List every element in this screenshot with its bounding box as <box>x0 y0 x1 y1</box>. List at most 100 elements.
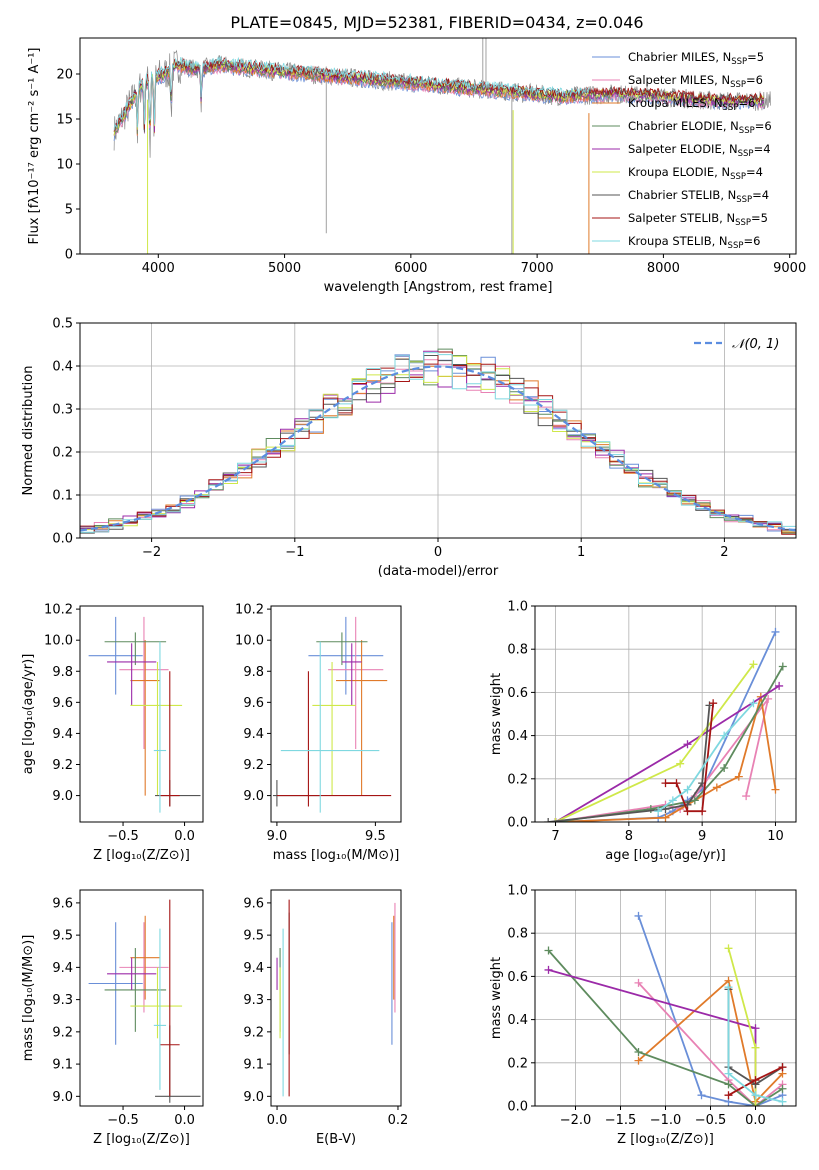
legend-label-chabrier-stelib: Chabrier STELIB, NSSP=4 <box>628 188 769 205</box>
y-tick-label: 9.8 <box>52 665 73 680</box>
y-tick-label: 0.0 <box>507 816 528 831</box>
model-line-salpeter-stelib <box>113 57 765 132</box>
errorbar-kroupa-stelib <box>153 928 167 1090</box>
x-tick-label: −0.5 <box>107 829 139 844</box>
errorbar-kroupa-elodie <box>312 661 356 796</box>
panel-mass-age: 9.0 9.5 9.0 9.2 9.4 9.6 9.8 10.0 10.2 mass [log₁₀… <box>235 603 402 863</box>
x-tick-label: 9 <box>698 829 706 844</box>
y-tick-label: 1.0 <box>507 884 528 899</box>
weight-marker-salpeter-elodie <box>775 681 784 690</box>
x-axis-label: age [log₁₀(age/yr)] <box>605 848 726 863</box>
errorbar-kroupa-elodie <box>130 661 183 796</box>
x-tick-label: 9000 <box>773 261 806 276</box>
errorbar-chabrier-stelib <box>155 1025 201 1103</box>
y-axis-label: mass weight <box>489 957 504 1039</box>
y-axis-label: Normed distribution <box>21 366 36 496</box>
y-tick-label: 15 <box>56 113 73 128</box>
y-tick-label: 9.4 <box>243 727 264 742</box>
y-tick-label: 9.6 <box>52 696 73 711</box>
legend-label-chabrier-miles: Chabrier MILES, NSSP=5 <box>628 50 764 67</box>
weight-marker-salpeter-stelib <box>724 1091 733 1100</box>
x-axis-label: mass [log₁₀(M/M⊙)] <box>273 848 400 863</box>
panel-z-age: −0.5 0.0 9.0 9.2 9.4 9.6 9.8 10.0 10.2 Z [log₁₀(Z… <box>21 603 204 863</box>
legend-label-salpeter-elodie: Salpeter ELODIE, NSSP=4 <box>628 142 771 159</box>
legend-label-salpeter-stelib: Salpeter STELIB, NSSP=5 <box>628 211 768 228</box>
y-axis-label: mass [log₁₀(M/M⊙)] <box>21 935 36 1062</box>
panel-weight-z: −2.0 −1.5 −1.0 −0.5 0.0 0.0 0.2 0.4 0.6 0.8 1.0 Z [… <box>489 884 797 1147</box>
weight-marker-kroupa-elodie <box>676 759 685 768</box>
weight-marker-kroupa-stelib <box>749 699 758 708</box>
axes-frame <box>534 889 797 1107</box>
errorbar-kroupa-elodie <box>130 967 183 1039</box>
plot-area <box>88 616 201 813</box>
y-tick-label: 0.8 <box>507 643 528 658</box>
x-axis-label: (data-model)/error <box>378 564 499 579</box>
weight-line-chabrier-miles <box>555 631 777 822</box>
axes-frame <box>270 605 402 823</box>
spectrum-legend: Chabrier MILES, NSSP=5 Salpeter MILES, NS… <box>592 50 772 251</box>
panel-spectrum: 4000 5000 6000 7000 8000 9000 0 5 10 15 20 waveleng… <box>27 37 806 295</box>
x-tick-label: −2 <box>142 545 161 560</box>
y-axis-label: age [log₁₀(age/yr)] <box>21 654 36 775</box>
weight-marker-chabrier-elodie <box>646 805 655 814</box>
x-axis-label: Z [log₁₀(Z/Z⊙)] <box>617 1132 714 1147</box>
weight-marker-salpeter-stelib <box>698 807 707 816</box>
weight-line-kroupa-stelib <box>657 702 755 812</box>
errorbar-chabrier-miles <box>88 616 143 695</box>
y-tick-label: 20 <box>56 68 73 83</box>
x-axis-label: Z [log₁₀(Z/Z⊙)] <box>93 1132 190 1147</box>
weight-marker-kroupa-stelib <box>724 983 733 992</box>
errorbar-chabrier-elodie <box>316 632 368 666</box>
axes-frame <box>534 605 797 823</box>
errorbar-salpeter-stelib <box>159 899 180 1097</box>
errorbar-kroupa-stelib <box>280 641 380 813</box>
x-tick-label: 10 <box>767 829 784 844</box>
weight-marker-kroupa-miles <box>661 813 670 822</box>
weight-marker-salpeter-stelib <box>751 1076 760 1085</box>
weight-marker-chabrier-elodie <box>634 1048 643 1056</box>
panel-residuals: −2 −1 0 1 2 0.0 0.1 0.2 0.3 0.4 0.5 (data-model)/er… <box>21 317 797 579</box>
y-tick-label: 10 <box>56 158 73 173</box>
weight-marker-kroupa-miles <box>634 1056 643 1065</box>
y-tick-label: 9.0 <box>52 789 73 804</box>
x-tick-label: −1 <box>285 545 304 560</box>
y-tick-label: 9.5 <box>52 929 73 944</box>
x-axis-label: wavelength [Angstrom, rest frame] <box>324 280 553 295</box>
weight-marker-kroupa-miles <box>712 783 721 792</box>
legend-label-chabrier-elodie: Chabrier ELODIE, NSSP=6 <box>628 119 772 136</box>
y-tick-label: 9.4 <box>52 961 73 976</box>
y-tick-label: 0.6 <box>507 686 528 701</box>
errorbar-kroupa-miles <box>336 640 388 796</box>
y-tick-label: 9.6 <box>243 696 264 711</box>
weight-marker-kroupa-stelib <box>724 1069 733 1078</box>
x-tick-label: 0.2 <box>388 1113 409 1128</box>
errorbar-kroupa-miles <box>130 640 160 796</box>
weight-marker-kroupa-elodie <box>749 660 758 669</box>
y-tick-label: 9.3 <box>52 993 73 1008</box>
axes-frame <box>79 889 204 1107</box>
y-tick-label: 9.1 <box>52 1058 73 1073</box>
weight-marker-chabrier-elodie <box>690 796 699 805</box>
weight-marker-salpeter-elodie <box>751 1024 760 1033</box>
histogram-kroupa-stelib <box>80 352 796 533</box>
normal-curve <box>80 365 796 532</box>
x-tick-label: 9.5 <box>365 829 386 844</box>
weight-marker-salpeter-elodie <box>544 965 553 974</box>
weight-marker-kroupa-stelib <box>720 731 729 740</box>
x-tick-label: −2.0 <box>560 1113 592 1128</box>
axes-frame <box>270 889 402 1107</box>
errorbar-salpeter-elodie <box>107 957 157 990</box>
y-tick-label: 9.4 <box>52 727 73 742</box>
weight-marker-salpeter-elodie <box>683 740 692 749</box>
weight-line-salpeter-miles <box>637 982 784 1106</box>
plot-area <box>88 899 201 1103</box>
legend-label-normal: 𝒩(0, 1) <box>732 337 779 352</box>
y-tick-label: 5 <box>65 203 73 218</box>
y-tick-label: 9.2 <box>243 758 264 773</box>
errorbar-salpeter-miles <box>119 922 169 1013</box>
y-tick-label: 9.1 <box>243 1058 264 1073</box>
weight-marker-chabrier-elodie <box>724 1080 733 1089</box>
weight-line-salpeter-stelib <box>665 703 715 813</box>
x-axis-label: E(B-V) <box>316 1132 356 1147</box>
errorbar-chabrier-stelib <box>272 780 321 807</box>
